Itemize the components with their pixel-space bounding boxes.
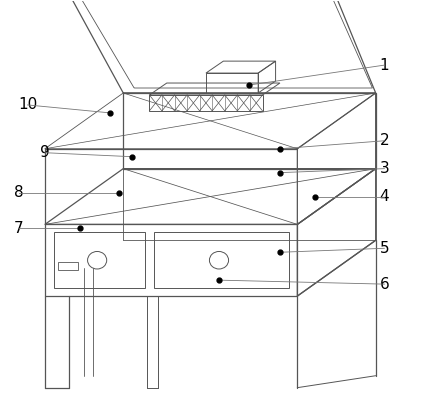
Text: 6: 6 [379,277,389,292]
Text: 10: 10 [18,97,37,112]
Text: 7: 7 [14,221,24,236]
Text: 1: 1 [380,58,389,73]
Text: 4: 4 [380,189,389,204]
Text: 3: 3 [379,161,389,176]
Text: 9: 9 [40,145,50,160]
Text: 2: 2 [380,133,389,148]
Text: 5: 5 [380,241,389,256]
Text: 8: 8 [14,185,24,200]
